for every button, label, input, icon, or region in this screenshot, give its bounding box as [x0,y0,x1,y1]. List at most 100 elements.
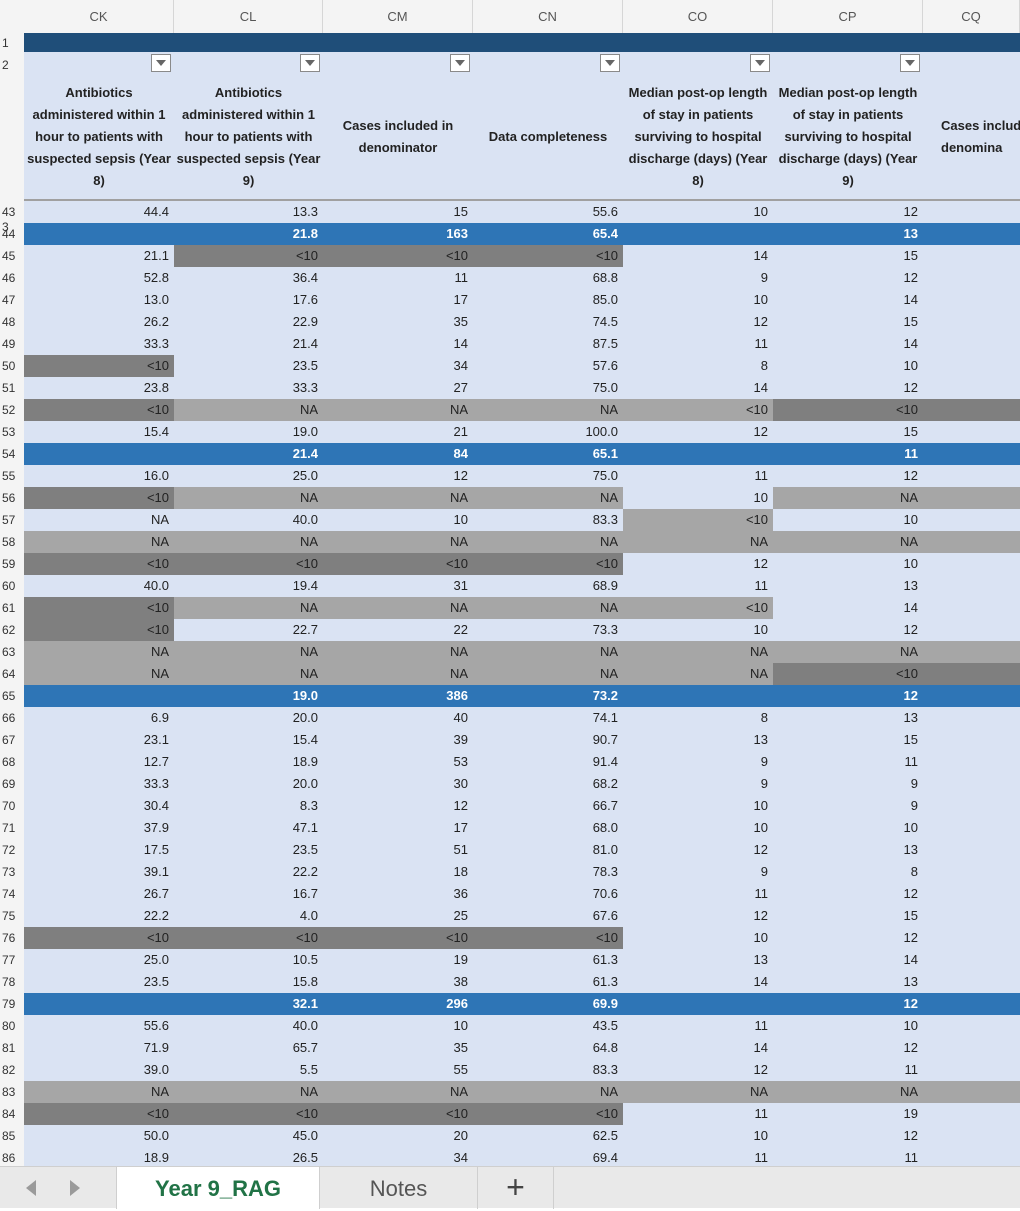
table-cell[interactable]: 12 [453,468,468,483]
table-cell[interactable] [623,443,773,465]
column-letter-6[interactable]: CQ [923,0,1020,33]
table-cell[interactable]: 87.5 [592,336,618,351]
row-number[interactable]: 65 [2,689,16,703]
row-number[interactable]: 64 [2,667,16,681]
table-cell[interactable]: 12 [753,908,768,923]
row-number[interactable]: 66 [2,711,16,725]
table-cell[interactable] [923,993,1020,1015]
table-cell[interactable]: 68.2 [592,776,618,791]
table-cell[interactable]: 10 [753,490,768,505]
table-cell[interactable] [923,267,1020,289]
table-cell[interactable]: 5.5 [299,1062,318,1077]
table-cell[interactable]: 37.9 [143,820,169,835]
table-cell[interactable]: 47.1 [292,820,318,835]
table-cell[interactable]: NA [623,663,773,685]
row-number[interactable]: 3 [2,220,9,234]
table-cell[interactable]: 12 [903,270,918,285]
table-cell[interactable]: NA [773,487,923,509]
table-cell[interactable]: 9 [760,754,768,769]
table-cell[interactable]: 68.8 [592,270,618,285]
table-cell[interactable]: 39.1 [143,864,169,879]
tab-year-9-rag[interactable]: Year 9_RAG [116,1167,320,1209]
table-cell[interactable]: 40.0 [292,512,318,527]
table-cell[interactable]: 30 [453,776,468,791]
table-cell[interactable] [923,1125,1020,1147]
row-number[interactable]: 1 [2,36,9,50]
table-cell[interactable]: 12 [903,380,918,395]
table-cell[interactable]: <10 [773,663,923,685]
row-number[interactable]: 61 [2,601,16,615]
row-number[interactable]: 73 [2,865,16,879]
table-cell[interactable]: 33.3 [143,776,169,791]
row-number[interactable]: 50 [2,359,16,373]
table-cell[interactable]: 25.0 [292,468,318,483]
table-cell[interactable]: 12 [903,622,918,637]
table-cell[interactable]: 10 [903,556,918,571]
column-letter-5[interactable]: CP [773,0,923,33]
table-cell[interactable]: 296 [446,996,468,1011]
table-cell[interactable] [923,861,1020,883]
table-cell[interactable] [24,685,174,707]
table-cell[interactable]: 22.2 [292,864,318,879]
row-number[interactable]: 48 [2,315,16,329]
chevron-left-icon[interactable] [24,1179,38,1197]
table-cell[interactable]: 10 [903,1018,918,1033]
table-cell[interactable]: 62.5 [592,1128,618,1143]
table-cell[interactable]: 83.3 [592,1062,618,1077]
table-cell[interactable] [923,1147,1020,1166]
table-cell[interactable] [923,905,1020,927]
row-number[interactable]: 84 [2,1107,16,1121]
table-cell[interactable] [923,575,1020,597]
table-cell[interactable]: 16.7 [292,886,318,901]
filter-dropdown-icon[interactable] [450,54,470,72]
table-cell[interactable]: NA [24,663,174,685]
table-cell[interactable]: NA [150,512,169,527]
row-number[interactable]: 79 [2,997,16,1011]
column-letter-4[interactable]: CO [623,0,773,33]
row-number[interactable]: 44 [2,227,16,241]
table-cell[interactable]: 91.4 [592,754,618,769]
filter-dropdown-icon[interactable] [600,54,620,72]
table-cell[interactable]: <10 [24,597,174,619]
row-number[interactable]: 78 [2,975,16,989]
table-cell[interactable]: 65.1 [592,446,618,461]
table-cell[interactable]: 23.5 [143,974,169,989]
table-cell[interactable]: 34 [453,1150,468,1165]
row-number[interactable]: 55 [2,469,16,483]
row-number[interactable]: 85 [2,1129,16,1143]
table-cell[interactable]: <10 [24,399,174,421]
table-cell[interactable]: 73.3 [592,622,618,637]
row-number[interactable]: 51 [2,381,16,395]
table-cell[interactable] [923,817,1020,839]
table-cell[interactable]: <10 [323,245,473,267]
table-cell[interactable]: 43.5 [592,1018,618,1033]
table-cell[interactable]: 34 [453,358,468,373]
table-cell[interactable]: NA [174,641,323,663]
table-cell[interactable] [923,1015,1020,1037]
table-cell[interactable]: 21.1 [143,248,169,263]
table-cell[interactable]: 11 [454,270,469,285]
table-cell[interactable]: 11 [754,1150,769,1165]
row-number[interactable]: 54 [2,447,16,461]
table-cell[interactable]: <10 [623,597,773,619]
table-cell[interactable]: 81.0 [592,842,618,857]
table-cell[interactable]: NA [174,531,323,553]
table-cell[interactable]: <10 [24,1103,174,1125]
table-cell[interactable] [923,949,1020,971]
table-cell[interactable]: NA [473,1081,623,1103]
table-cell[interactable]: 14 [903,600,918,615]
table-cell[interactable]: 40 [453,710,468,725]
table-cell[interactable]: 18.9 [143,1150,169,1165]
table-cell[interactable]: 23.1 [143,732,169,747]
table-cell[interactable]: 71.9 [143,1040,169,1055]
table-cell[interactable] [923,333,1020,355]
table-cell[interactable]: 11 [754,1106,769,1121]
table-cell[interactable]: 10 [453,512,468,527]
table-cell[interactable]: 19 [453,952,468,967]
row-number[interactable]: 47 [2,293,16,307]
table-cell[interactable]: 11 [754,886,769,901]
table-cell[interactable] [923,641,1020,663]
table-cell[interactable]: 17 [453,820,468,835]
table-cell[interactable]: 10 [453,1018,468,1033]
row-number[interactable]: 2 [2,58,9,72]
